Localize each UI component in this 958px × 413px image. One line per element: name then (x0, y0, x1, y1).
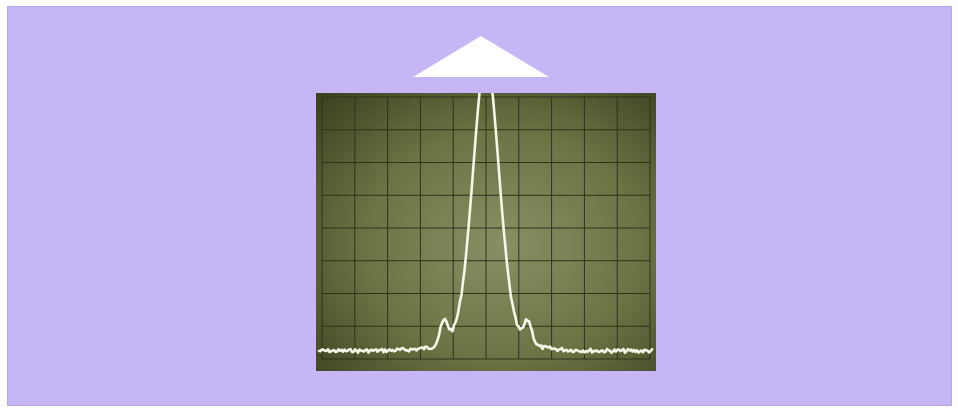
spectrum-trace (317, 93, 654, 355)
oscilloscope-screen (316, 93, 656, 371)
graticule (321, 96, 651, 360)
triangle-marker (413, 36, 549, 77)
